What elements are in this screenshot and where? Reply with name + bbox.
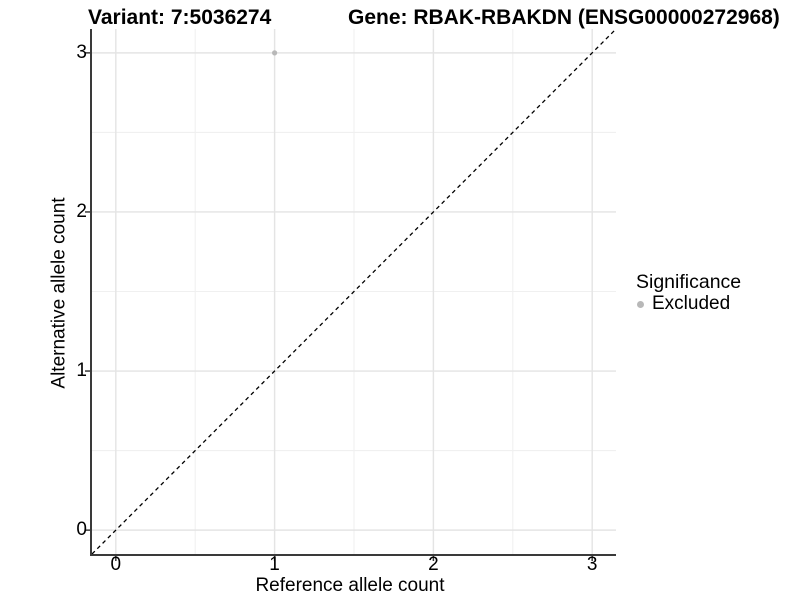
plot-title-variant: Variant: 7:5036274: [88, 6, 272, 29]
y-tick-label: 3: [76, 41, 87, 63]
plot-title-gene: Gene: RBAK-RBAKDN (ENSG00000272968): [348, 6, 780, 29]
y-tick-label: 2: [76, 200, 87, 222]
x-axis-title: Reference allele count: [255, 575, 445, 596]
identity-dashed-line: [91, 28, 617, 555]
x-tick-label: 2: [428, 554, 439, 575]
y-tick-label: 1: [76, 360, 87, 382]
y-tick-label: 0: [76, 519, 87, 541]
x-tick-label: 1: [269, 554, 280, 575]
data-point: [272, 50, 278, 56]
legend: Significance Excluded: [636, 271, 741, 315]
x-tick-label: 3: [586, 554, 598, 575]
legend-item-excluded: Excluded: [636, 293, 741, 315]
legend-title: Significance: [636, 271, 742, 293]
legend-item-label: Excluded: [652, 293, 731, 314]
y-axis-title: Alternative allele count: [48, 197, 70, 389]
legend-point-icon: [637, 300, 644, 308]
x-tick-label: 0: [110, 554, 122, 575]
